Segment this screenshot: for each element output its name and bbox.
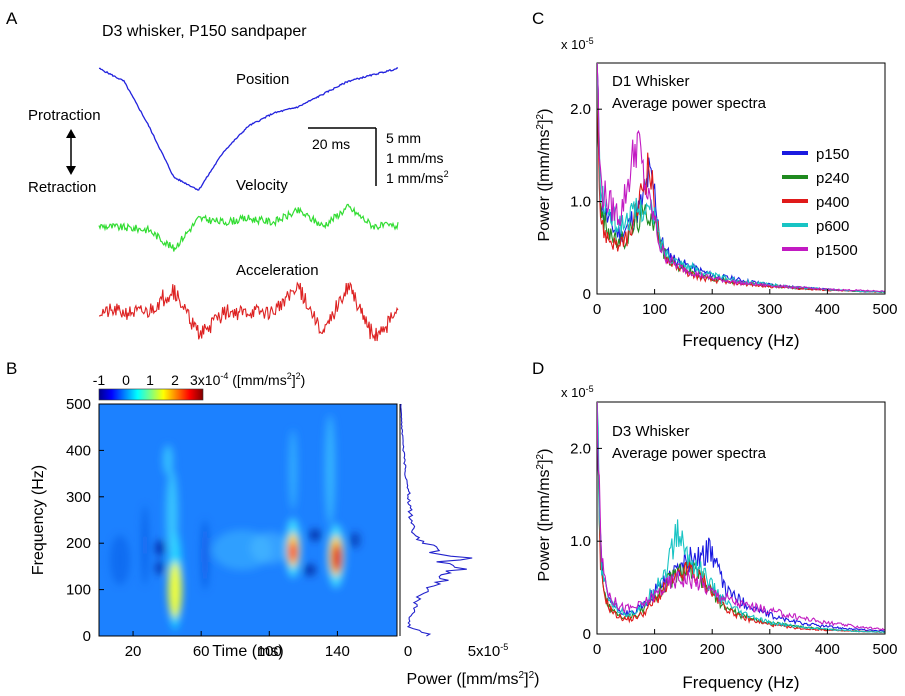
heatmap-ytick-label: 300 — [66, 489, 91, 506]
panel-c-yticks: 0 1.0 2.0 — [570, 101, 602, 303]
colorbar-tick: 0 — [122, 372, 130, 388]
panel-d: D x 10-5 D3 Whisker Average power spectr… — [532, 359, 898, 692]
position-trace — [98, 67, 399, 191]
panel-c-xlabel: Frequency (Hz) — [682, 331, 799, 350]
ytick-label: 0 — [583, 286, 591, 303]
heatmap-ytick-label: 400 — [66, 442, 91, 459]
colorbar-tick: 2 — [171, 372, 179, 388]
panel-d-ylabel: Power ([mm/ms2]2) — [535, 449, 553, 582]
spectrogram-heatmap — [99, 404, 397, 636]
xtick-label: 200 — [700, 641, 725, 658]
panel-c-frame — [596, 62, 886, 295]
heatmap-ytick-label: 0 — [83, 628, 91, 645]
spectrum-line-p1500 — [597, 63, 885, 293]
heatmap-frame — [98, 403, 398, 637]
heatmap-xtick-label: 140 — [325, 643, 350, 660]
panel-a-title: D3 whisker, P150 sandpaper — [102, 23, 307, 40]
panel-d-series — [597, 402, 885, 633]
protraction-label: Protraction — [28, 107, 101, 124]
legend-label-p150: p150 — [816, 146, 849, 163]
ytick-label: 2.0 — [570, 101, 591, 118]
acceleration-label: Acceleration — [236, 262, 319, 279]
heatmap-ytick-label: 200 — [66, 535, 91, 552]
heatmap-xtick-label: 100 — [257, 643, 282, 660]
heatmap-xlabel: Time (ms) — [212, 643, 283, 660]
ytick-label: 0 — [583, 626, 591, 643]
legend-label-p600: p600 — [816, 218, 849, 235]
side-xtick: 5x10-5 — [468, 642, 509, 660]
legend-label-p240: p240 — [816, 170, 849, 187]
xtick-label: 400 — [815, 301, 840, 318]
ytick-label: 1.0 — [570, 533, 591, 550]
velocity-trace — [98, 203, 399, 252]
xtick-label: 500 — [872, 301, 897, 318]
panel-d-multiplier: x 10-5 — [561, 384, 594, 400]
velocity-label: Velocity — [236, 177, 288, 194]
panel-c-multiplier: x 10-5 — [561, 36, 594, 52]
heatmap-ytick-label: 500 — [66, 396, 91, 413]
panel-c-ylabel: Power ([mm/ms2]2) — [535, 109, 553, 242]
heatmap-ylabel: Frequency (Hz) — [30, 465, 47, 575]
xtick-label: 200 — [700, 301, 725, 318]
heatmap-xtick-label: 20 — [125, 643, 142, 660]
panel-d-label: D — [532, 359, 544, 378]
ytick-label: 1.0 — [570, 194, 591, 211]
direction-arrow — [66, 129, 76, 175]
spectrum-line-p1500 — [597, 402, 885, 631]
panel-a: A D3 whisker, P150 sandpaper Position Ve… — [6, 9, 449, 342]
panel-d-xlabel: Frequency (Hz) — [682, 673, 799, 692]
panel-d-xticks: 0 100 200 300 400 500 — [593, 629, 898, 658]
legend-label-p1500: p1500 — [816, 242, 858, 259]
side-spectrum-line — [400, 403, 473, 637]
panel-d-yticks: 0 1.0 2.0 — [570, 440, 602, 643]
panel-b-label: B — [6, 359, 17, 378]
xtick-label: 0 — [593, 641, 601, 658]
colorbar — [98, 388, 204, 401]
panel-c-series — [597, 63, 885, 293]
panel-c-title-2: Average power spectra — [612, 95, 767, 112]
heatmap-xticks: 20 60 100 140 — [125, 631, 350, 660]
scale-unit-acceleration: 1 mm/ms2 — [386, 169, 449, 186]
xtick-label: 0 — [593, 301, 601, 318]
legend-label-p400: p400 — [816, 194, 849, 211]
scale-bar — [308, 127, 377, 186]
xtick-label: 300 — [757, 641, 782, 658]
panel-c-xticks: 0 100 200 300 400 500 — [593, 289, 898, 318]
xtick-label: 100 — [642, 301, 667, 318]
panel-c-label: C — [532, 9, 544, 28]
side-xlabel: Power ([mm/ms2]2) — [407, 670, 540, 688]
xtick-label: 300 — [757, 301, 782, 318]
ytick-label: 2.0 — [570, 440, 591, 457]
xtick-label: 500 — [872, 641, 897, 658]
colorbar-unit: 3x10-4 ([mm/ms2]2) — [190, 371, 305, 388]
heatmap-yticks: 0 100 200 300 400 500 — [66, 396, 104, 645]
colorbar-tick: 1 — [146, 372, 154, 388]
heatmap-xtick-label: 60 — [193, 643, 210, 660]
colorbar-tick: -1 — [93, 372, 106, 388]
panel-c-title-1: D1 Whisker — [612, 73, 690, 90]
acceleration-trace — [98, 281, 399, 342]
side-xtick: 0 — [404, 643, 412, 660]
panel-d-title-2: Average power spectra — [612, 445, 767, 462]
panel-c-legend: p150 p240 p400 p600 p1500 — [782, 146, 858, 259]
scale-time-label: 20 ms — [312, 136, 350, 152]
scale-unit-velocity: 1 mm/ms — [386, 150, 444, 166]
panel-d-title-1: D3 Whisker — [612, 423, 690, 440]
panel-a-label: A — [6, 9, 18, 28]
heatmap-texture — [110, 415, 360, 630]
panel-c: C x 10-5 D1 Whisker Average power spectr… — [532, 9, 898, 350]
position-label: Position — [236, 71, 289, 88]
heatmap-ytick-label: 100 — [66, 582, 91, 599]
retraction-label: Retraction — [28, 179, 96, 196]
panel-d-frame — [596, 401, 886, 635]
xtick-label: 400 — [815, 641, 840, 658]
scale-unit-position: 5 mm — [386, 130, 421, 146]
xtick-label: 100 — [642, 641, 667, 658]
panel-b: B -1 0 1 2 3x10-4 ([mm/ms2]2) — [6, 359, 539, 688]
